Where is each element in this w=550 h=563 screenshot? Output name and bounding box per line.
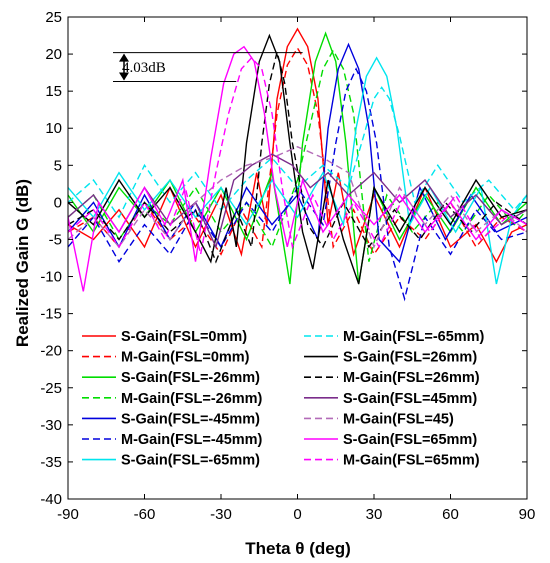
- legend-entry-12: S-Gain(FSL=65mm): [304, 432, 477, 448]
- legend-label: M-Gain(FSL=-26mm): [121, 391, 263, 407]
- x-tick-label: -90: [57, 506, 79, 523]
- plot-background: [68, 17, 527, 499]
- legend-entry-8: S-Gain(FSL=26mm): [304, 350, 477, 366]
- axes-layer: -90 -60 -30 0 30 60 90 25 20 15 10 5 0 -5 -10 -15 -20 -25…: [40, 9, 535, 523]
- legend-label: S-Gain(FSL=26mm): [343, 350, 477, 366]
- legend-label: M-Gain(FSL=65mm): [343, 453, 480, 469]
- legend-entry-5: M-Gain(FSL=-45mm): [82, 432, 263, 448]
- legend-entry-6: S-Gain(FSL=-65mm): [82, 453, 260, 469]
- legend-entry-1: M-Gain(FSL=0mm): [82, 350, 250, 366]
- legend-label: M-Gain(FSL=26mm): [343, 370, 480, 386]
- y-tick-label: -20: [40, 343, 62, 360]
- x-tick-label: -60: [134, 506, 156, 523]
- y-tick-label: -5: [49, 231, 62, 248]
- y-tick-label: -25: [40, 380, 62, 397]
- x-tick-label: 0: [293, 506, 301, 523]
- y-axis-title: Realized Gain G (dB): [13, 179, 32, 347]
- legend-entry-13: M-Gain(FSL=65mm): [304, 453, 480, 469]
- legend-entry-10: S-Gain(FSL=45mm): [304, 391, 477, 407]
- series-line-10: [68, 153, 527, 249]
- series-line-9: [68, 51, 527, 264]
- x-tick-label: 60: [442, 506, 459, 523]
- y-tick-label: 15: [45, 83, 62, 100]
- annotation-label: 4.03dB: [122, 60, 166, 76]
- x-tick-label: -30: [210, 506, 232, 523]
- y-tick-label: -15: [40, 306, 62, 323]
- y-tick-label: -30: [40, 417, 62, 434]
- legend-entry-11: M-Gain(FSL=45): [304, 411, 454, 427]
- legend-label: S-Gain(FSL=-26mm): [121, 370, 260, 386]
- x-tick-label: 90: [519, 506, 536, 523]
- legend-label: M-Gain(FSL=45): [343, 411, 454, 427]
- series-line-8: [68, 33, 527, 285]
- plot-area: [68, 17, 527, 499]
- legend-label: M-Gain(FSL=-45mm): [121, 432, 263, 448]
- y-tick-label: 5: [54, 157, 62, 174]
- legend-entry-9: M-Gain(FSL=26mm): [304, 370, 480, 386]
- legend-label: S-Gain(FSL=65mm): [343, 432, 477, 448]
- legend-label: M-Gain(FSL=0mm): [121, 350, 250, 366]
- series-line-6: [68, 56, 527, 285]
- legend-entry-4: S-Gain(FSL=-45mm): [82, 411, 260, 427]
- legend-label: S-Gain(FSL=-45mm): [121, 411, 260, 427]
- legend: S-Gain(FSL=0mm) M-Gain(FSL=0mm) S-Gain(FSL…: [82, 329, 485, 469]
- series-layer: [68, 27, 527, 302]
- legend-label: S-Gain(FSL=0mm): [121, 329, 247, 345]
- y-tick-label: 10: [45, 120, 62, 137]
- annotation-arrow-down: [119, 72, 129, 81]
- series-line-11: [68, 146, 527, 249]
- annotation-arrow-up: [119, 53, 129, 62]
- y-tick-label: -40: [40, 491, 62, 508]
- legend-entry-7: M-Gain(FSL=-65mm): [304, 329, 485, 345]
- x-axis-title: Theta θ (deg): [245, 539, 351, 558]
- series-line-7: [68, 86, 527, 219]
- x-tick-label: 30: [366, 506, 383, 523]
- legend-entry-2: S-Gain(FSL=-26mm): [82, 370, 260, 386]
- legend-label: M-Gain(FSL=-65mm): [343, 329, 485, 345]
- series-line-13: [68, 56, 527, 255]
- y-tick-label: 20: [45, 46, 62, 63]
- y-tick-label: -35: [40, 454, 62, 471]
- legend-label: S-Gain(FSL=45mm): [343, 391, 477, 407]
- legend-label: S-Gain(FSL=-65mm): [121, 453, 260, 469]
- annotation-layer: 4.03dB: [113, 52, 303, 83]
- series-line-4: [68, 42, 527, 264]
- series-line-12: [68, 45, 527, 292]
- legend-entry-0: S-Gain(FSL=0mm): [82, 329, 247, 345]
- series-line-5: [68, 67, 527, 302]
- legend-entry-3: M-Gain(FSL=-26mm): [82, 391, 263, 407]
- y-tick-label: 0: [54, 194, 62, 211]
- y-tick-label: 25: [45, 9, 62, 26]
- y-tick-label: -10: [40, 269, 62, 286]
